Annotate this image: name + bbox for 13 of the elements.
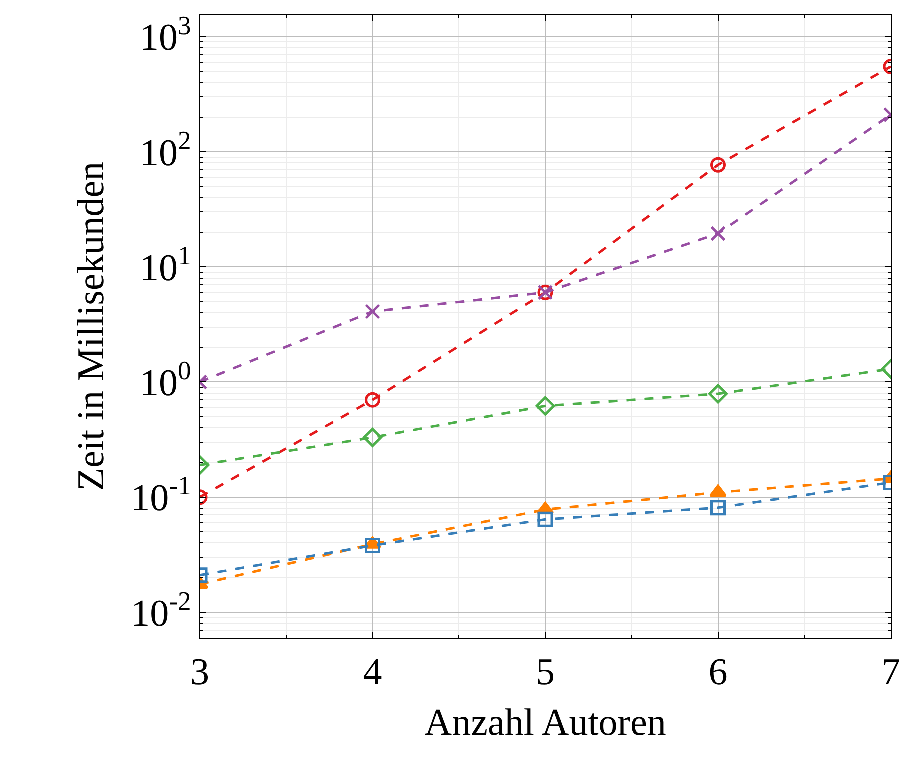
y-tick-label: 10$^{-1}$ [131, 470, 192, 520]
y-tick-label: 10$^{3}$ [140, 10, 192, 60]
y-axis-title: Zeit in Millisekunden [70, 162, 112, 492]
y-tick-label: 10$^{0}$ [140, 356, 192, 405]
y-tick-label: 10$^{2}$ [140, 125, 192, 174]
x-tick-label: 7 [882, 652, 900, 694]
y-tick-label: 10$^{-2}$ [131, 586, 192, 635]
x-axis-title: Anzahl Autoren [424, 702, 666, 744]
x-tick-label: 3 [190, 652, 210, 694]
x-tick-label: 6 [708, 652, 728, 694]
x-tick-label: 4 [363, 652, 382, 694]
y-tick-label: 10$^{1}$ [140, 240, 192, 290]
x-tick-label: 5 [536, 652, 555, 694]
